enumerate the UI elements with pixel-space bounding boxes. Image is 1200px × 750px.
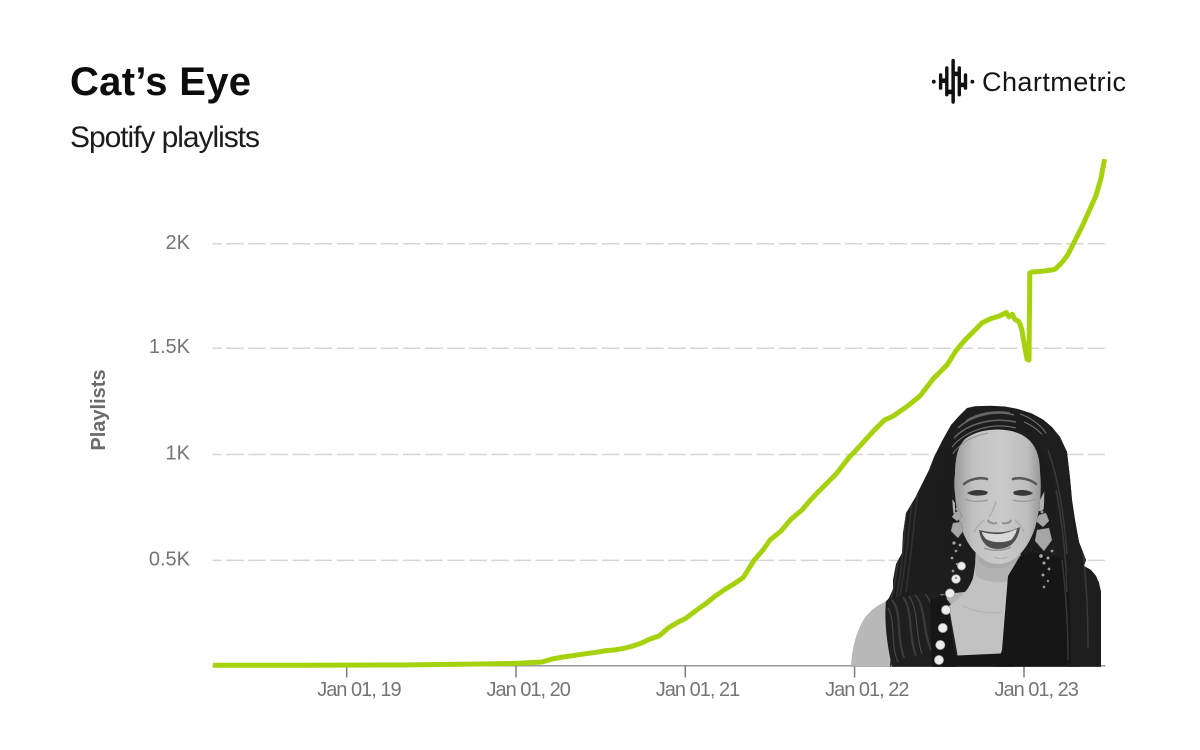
svg-text:1.5K: 1.5K	[149, 336, 191, 358]
svg-text:2K: 2K	[166, 232, 191, 254]
svg-text:0.5K: 0.5K	[149, 548, 191, 570]
svg-text:1K: 1K	[166, 443, 191, 465]
svg-text:Jan 01, 21: Jan 01, 21	[656, 679, 740, 701]
svg-text:Playlists: Playlists	[88, 369, 110, 450]
svg-text:Jan 01, 19: Jan 01, 19	[317, 679, 401, 701]
svg-text:Jan 01, 20: Jan 01, 20	[486, 679, 570, 701]
svg-text:Jan 01, 23: Jan 01, 23	[994, 679, 1078, 701]
svg-text:Jan 01, 22: Jan 01, 22	[825, 679, 909, 701]
